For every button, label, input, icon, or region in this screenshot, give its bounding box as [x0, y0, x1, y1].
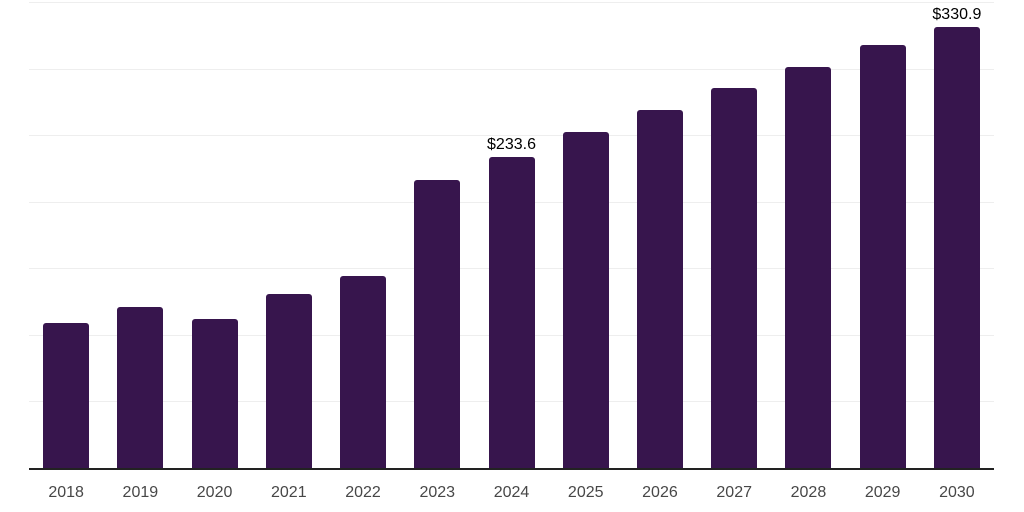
- bar-2030: [933, 27, 980, 468]
- x-tick-2020: 2020: [196, 484, 233, 501]
- x-tick-2027: 2027: [716, 484, 752, 501]
- bar-2028: [785, 66, 832, 468]
- x-axis-line: [29, 468, 994, 470]
- x-tick-2019: 2019: [122, 484, 159, 501]
- bar-2021: [265, 293, 312, 468]
- gridline-300: [29, 68, 994, 70]
- x-tick-2021: 2021: [271, 484, 307, 501]
- bar-2025: [562, 131, 609, 468]
- bar-2023: [414, 179, 461, 468]
- x-tick-2028: 2028: [790, 484, 827, 501]
- bar-2026: [636, 109, 683, 468]
- bar-2022: [340, 275, 387, 468]
- gridline-350: [29, 2, 994, 3]
- x-tick-2026: 2026: [642, 484, 678, 501]
- bar-2019: [117, 307, 164, 468]
- bar-2020: [191, 319, 238, 468]
- bar-2018: [43, 323, 90, 468]
- x-tick-2022: 2022: [345, 484, 381, 501]
- x-tick-2025: 2025: [567, 484, 604, 501]
- x-tick-2018: 2018: [48, 484, 84, 501]
- bar-2024: [488, 156, 535, 468]
- bar-2029: [859, 45, 906, 468]
- bar-2027: [711, 87, 758, 468]
- x-tick-2029: 2029: [864, 484, 901, 501]
- data-label-2024: $233.6: [487, 135, 536, 153]
- gridline-250: [29, 135, 994, 137]
- x-tick-2024: 2024: [493, 484, 530, 501]
- data-label-2030: $330.9: [932, 6, 982, 24]
- plot-area: [29, 0, 994, 470]
- x-tick-2030: 2030: [939, 484, 975, 501]
- x-tick-2023: 2023: [419, 484, 456, 501]
